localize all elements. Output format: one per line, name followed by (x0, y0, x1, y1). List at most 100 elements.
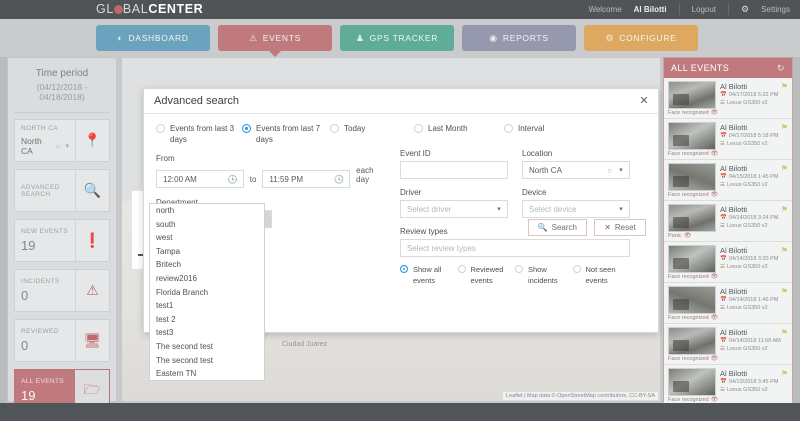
radio-indicator[interactable] (414, 124, 423, 133)
tab-reports[interactable]: ◉ REPORTS (462, 25, 576, 51)
radio-events-last-3-days[interactable]: Events from last 3 days (156, 123, 242, 145)
settings-link[interactable]: Settings (761, 5, 790, 14)
to-time-input[interactable]: 11:59 PM 🕓 (262, 170, 351, 188)
dropdown-option[interactable]: Britech (156, 260, 181, 270)
events-list[interactable]: Al Bilotti 📅 04/17/2018 5:22 PM ☰ Lexus GS35… (664, 78, 792, 403)
driver-select[interactable]: Select driver ▾ (400, 200, 508, 218)
event-list-item[interactable]: Al Bilotti 📅 04/17/2018 5:22 PM ☰ Lexus GS35… (664, 78, 792, 119)
tab-events[interactable]: ⚠ EVENTS (218, 25, 332, 57)
tab-configure[interactable]: ⚙ CONFIGURE (584, 25, 698, 51)
department-dropdown-list[interactable]: north south west Tampa Britech review201… (149, 203, 265, 381)
radio-indicator[interactable] (330, 124, 339, 133)
flag-icon[interactable]: ⚑ (780, 123, 788, 132)
event-list-item[interactable]: Al Bilotti 📅 04/14/2018 3:20 PM ☰ Lexus GS35… (664, 242, 792, 283)
eye-icon[interactable]: 👁 (710, 192, 719, 198)
location-select[interactable]: North CA ○ ▾ (21, 136, 69, 156)
search-icon[interactable]: 🔍 (75, 170, 109, 211)
radio-show-incidents[interactable]: Show incidents (515, 264, 573, 286)
tab-gps-tracker[interactable]: ♟ GPS TRACKER (340, 25, 454, 51)
radio-not-seen-events[interactable]: Not seen events (572, 264, 631, 286)
radio-indicator[interactable] (156, 124, 165, 133)
event-list-item[interactable]: Al Bilotti 📅 04/13/2018 3:45 PM ☰ Lexus GS35… (664, 365, 792, 403)
clock-icon[interactable]: 🕓 (334, 174, 345, 184)
radio-last-month[interactable]: Last Month (414, 123, 504, 134)
clear-icon[interactable]: ○ (55, 141, 61, 151)
event-thumbnail[interactable] (668, 163, 716, 191)
dropdown-option[interactable]: The second test (156, 355, 213, 365)
flag-icon[interactable]: ⚑ (780, 328, 788, 337)
gear-icon[interactable]: ⚙ (741, 4, 750, 14)
radio-indicator[interactable] (572, 265, 581, 273)
dropdown-option[interactable]: review2016 (156, 273, 197, 283)
sidebar-card-new-events[interactable]: NEW EVENTS 19 ❗ (14, 219, 110, 262)
eye-icon[interactable]: 👁 (710, 151, 719, 157)
clear-icon[interactable]: ○ (607, 166, 612, 175)
flag-icon[interactable]: ⚑ (780, 369, 788, 378)
chevron-down-icon[interactable]: ▾ (619, 167, 623, 174)
eye-icon[interactable]: 👁 (710, 356, 719, 362)
refresh-icon[interactable]: ↻ (777, 62, 785, 73)
radio-indicator[interactable] (400, 265, 408, 273)
event-thumbnail[interactable] (668, 122, 716, 150)
sidebar-card-reviewed[interactable]: REVIEWED 0 🖥 (14, 319, 110, 362)
from-time-input[interactable]: 12:00 AM 🕓 (156, 170, 244, 188)
event-list-item[interactable]: Al Bilotti 📅 04/14/2018 11:58 AM ☰ Lexus GS3… (664, 324, 792, 365)
location-select[interactable]: North CA ○ ▾ (522, 161, 630, 179)
dropdown-option[interactable]: Florida Branch (156, 287, 209, 297)
event-thumbnail[interactable] (668, 327, 716, 355)
flag-icon[interactable]: ⚑ (780, 205, 788, 214)
dropdown-option[interactable]: The second test (156, 341, 213, 351)
sidebar-card-incidents[interactable]: INCIDENTS 0 ⚠ (14, 269, 110, 312)
close-icon[interactable]: ✕ (639, 95, 649, 107)
event-list-item[interactable]: Al Bilotti 📅 04/17/2018 5:18 PM ☰ Lexus GS35… (664, 119, 792, 160)
tab-dashboard[interactable]: ◐ DASHBOARD (96, 25, 210, 51)
reset-button[interactable]: ✕ Reset (594, 219, 646, 236)
radio-show-all-events[interactable]: Show all events (400, 264, 458, 286)
device-select[interactable]: Select device ▾ (522, 200, 630, 218)
chevron-down-icon[interactable]: ▾ (65, 143, 69, 150)
eye-icon[interactable]: 👁 (683, 233, 692, 239)
dropdown-option[interactable]: test 2 (156, 314, 176, 324)
review-types-select[interactable]: Select review types (400, 239, 630, 257)
sidebar-card-location[interactable]: NORTH CA North CA ○ ▾ 📍 (14, 119, 110, 162)
radio-interval[interactable]: Interval (504, 123, 544, 134)
radio-indicator[interactable] (242, 124, 251, 133)
search-button[interactable]: 🔍 Search (527, 219, 587, 236)
eye-icon[interactable]: 👁 (710, 315, 719, 321)
radio-reviewed-events[interactable]: Reviewed events (457, 264, 516, 286)
event-list-item[interactable]: Al Bilotti 📅 04/14/2018 3:24 PM ☰ Lexus GS35… (664, 201, 792, 242)
eye-icon[interactable]: 👁 (710, 397, 719, 403)
dropdown-option[interactable]: west (156, 233, 173, 243)
dropdown-option[interactable]: Tampa (156, 246, 181, 256)
dropdown-option[interactable]: south (156, 219, 176, 229)
radio-indicator[interactable] (504, 124, 513, 133)
logout-link[interactable]: Logout (691, 5, 717, 14)
flag-icon[interactable]: ⚑ (780, 164, 788, 173)
event-list-item[interactable]: Al Bilotti 📅 04/15/2018 1:45 PM ☰ Lexus GS35… (664, 160, 792, 201)
sidebar-card-advanced-search[interactable]: ADVANCED SEARCH 🔍 (14, 169, 110, 212)
flag-icon[interactable]: ⚑ (780, 246, 788, 255)
chevron-down-icon[interactable]: ▾ (497, 206, 501, 213)
event-thumbnail[interactable] (668, 368, 716, 396)
radio-indicator[interactable] (515, 265, 523, 273)
event-id-input[interactable] (400, 161, 508, 179)
eye-icon[interactable]: 👁 (710, 110, 719, 116)
event-thumbnail[interactable] (668, 204, 716, 232)
flag-icon[interactable]: ⚑ (780, 287, 788, 296)
event-thumbnail[interactable] (668, 286, 716, 314)
radio-today[interactable]: Today (330, 123, 414, 134)
chevron-down-icon[interactable]: ▾ (619, 206, 623, 213)
event-thumbnail[interactable] (668, 81, 716, 109)
event-list-item[interactable]: Al Bilotti 📅 04/14/2018 1:46 PM ☰ Lexus GS35… (664, 283, 792, 324)
map-attribution[interactable]: Leaflet | Map data © OpenStreetMap contr… (503, 392, 658, 400)
eye-icon[interactable]: 👁 (710, 274, 719, 280)
dropdown-option[interactable]: test3 (156, 328, 174, 338)
radio-events-last-7-days[interactable]: Events from last 7 days (242, 123, 330, 145)
radio-indicator[interactable] (457, 265, 466, 273)
dropdown-option[interactable]: Eastern TN (156, 369, 197, 379)
dropdown-option[interactable]: north (156, 206, 175, 215)
event-thumbnail[interactable] (668, 245, 716, 273)
dropdown-option[interactable]: test1 (156, 301, 174, 311)
clock-icon[interactable]: 🕓 (227, 174, 238, 184)
flag-icon[interactable]: ⚑ (780, 82, 788, 91)
